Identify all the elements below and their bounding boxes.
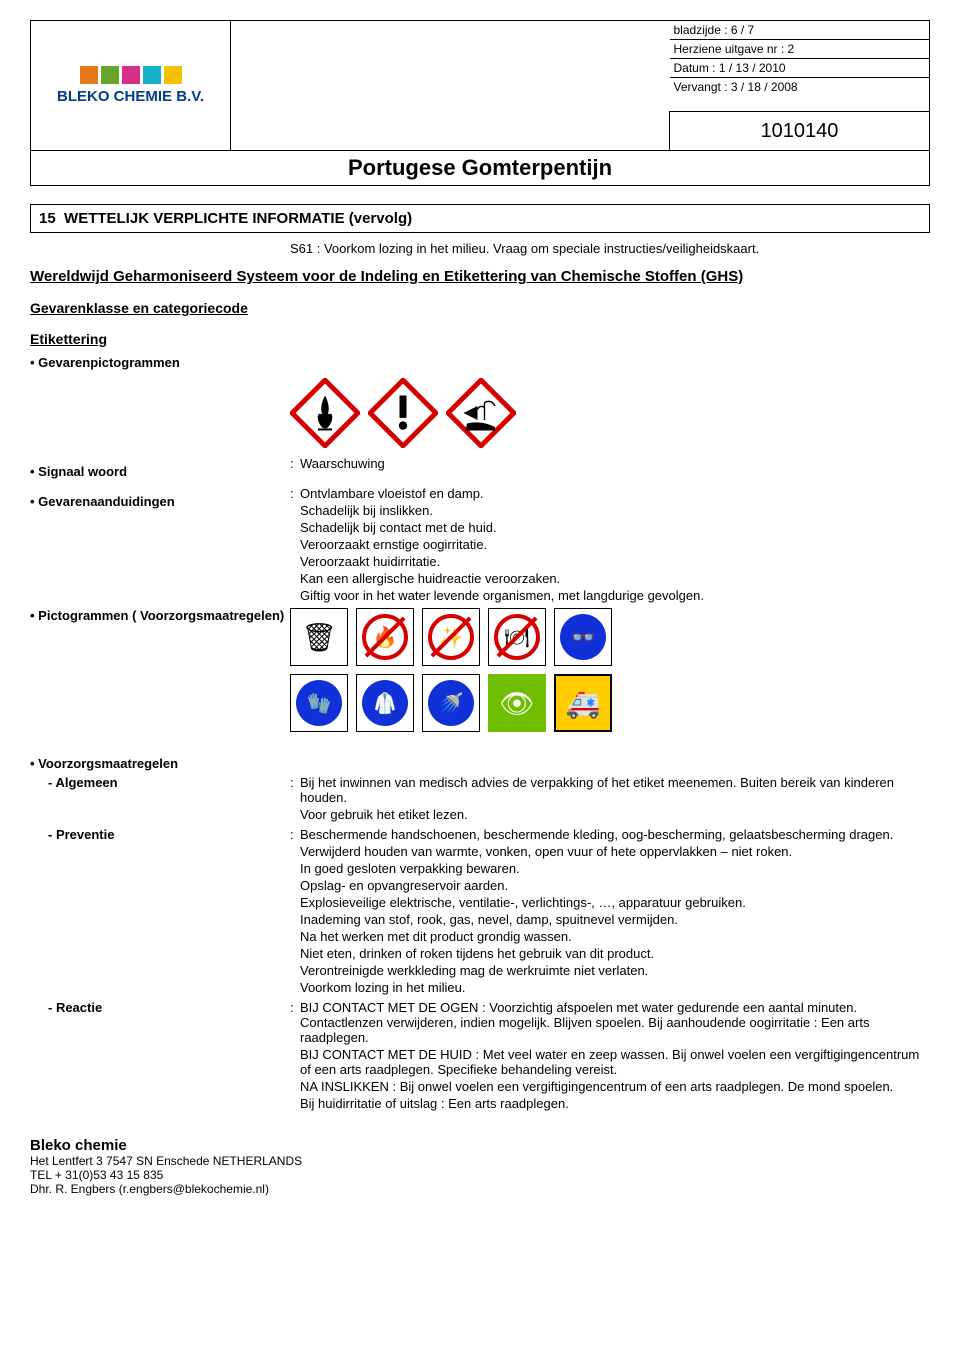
replaces-date: Vervangt : 3 / 18 / 2008 — [670, 78, 930, 96]
revision-number: Herziene uitgave nr : 2 — [670, 40, 930, 59]
algemeen-label: - Algemeen — [30, 775, 290, 824]
logo-color-row — [39, 66, 222, 84]
ghs-environment-icon — [446, 378, 516, 448]
footer-company: Bleko chemie — [30, 1137, 930, 1154]
algemeen-value: Bij het inwinnen van medisch advies de v… — [300, 775, 930, 824]
meta-cell: bladzijde : 6 / 7 Herziene uitgave nr : … — [670, 21, 930, 112]
etikettering-label: Etikettering — [30, 331, 930, 347]
section-title: WETTELIJK VERPLICHTE INFORMATIE (vervolg… — [64, 210, 412, 227]
page-indicator: bladzijde : 6 / 7 — [670, 21, 930, 40]
precaution-eat-icon: 🍽 — [488, 608, 546, 666]
ghs-flame-icon — [290, 378, 360, 448]
precaution-trash-icon: 🗑 — [290, 608, 348, 666]
section-number: 15 — [39, 210, 56, 227]
ghs-heading: Wereldwijd Geharmoniseerd Systeem voor d… — [30, 268, 930, 285]
ghs-exclamation-icon — [368, 378, 438, 448]
precaution-emergency-icon: 🚑 — [554, 674, 612, 732]
precaution-gloves-icon: 🧤 — [290, 674, 348, 732]
footer-address: Het Lentfert 3 7547 SN Enschede NETHERLA… — [30, 1154, 930, 1168]
footer-tel: TEL + 31(0)53 43 15 835 — [30, 1168, 930, 1182]
precaution-wash-icon: 🚿 — [422, 674, 480, 732]
precaution-spark-icon: ✨ — [422, 608, 480, 666]
reactie-value: BIJ CONTACT MET DE OGEN : Voorzichtig af… — [300, 1000, 930, 1113]
preventie-value: Beschermende handschoenen, beschermende … — [300, 827, 930, 997]
document-title: Portugese Gomterpentijn — [348, 155, 612, 180]
gevarenpictogrammen-label: • Gevarenpictogrammen — [30, 355, 930, 370]
precaution-coat-icon: 🥼 — [356, 674, 414, 732]
revision-date: Datum : 1 / 13 / 2010 — [670, 59, 930, 78]
ghs-pictogram-row — [290, 378, 930, 448]
header-spacer — [231, 21, 670, 151]
logo-text: BLEKO CHEMIE B.V. — [39, 88, 222, 105]
footer-contact: Dhr. R. Engbers (r.engbers@blekochemie.n… — [30, 1182, 930, 1196]
hazard-statements-label: • Gevarenaanduidingen — [30, 494, 290, 601]
gevarenklasse-label: Gevarenklasse en categoriecode — [30, 300, 930, 316]
hazard-statements-value: Ontvlambare vloeistof en damp.Schadelijk… — [300, 486, 930, 605]
section-header: 15 WETTELIJK VERPLICHTE INFORMATIE (verv… — [30, 204, 930, 233]
precaution-eyewash-icon: 👁 — [488, 674, 546, 732]
precaution-icon-row-1: 🗑🔥✨🍽👓 — [290, 608, 930, 666]
s61-text: S61 : Voorkom lozing in het milieu. Vraa… — [290, 241, 930, 256]
precaution-icon-row-2: 🧤🥼🚿👁🚑 — [290, 674, 930, 732]
document-footer: Bleko chemie Het Lentfert 3 7547 SN Ensc… — [30, 1137, 930, 1196]
logo-cell: BLEKO CHEMIE B.V. — [31, 21, 231, 151]
precaution-pictograms-label: • Pictogrammen ( Voorzorgsmaatregelen) — [30, 608, 290, 623]
precaution-goggles-icon: 👓 — [554, 608, 612, 666]
precautions-label: • Voorzorgsmaatregelen — [30, 756, 930, 771]
document-header: BLEKO CHEMIE B.V. bladzijde : 6 / 7 Herz… — [30, 20, 930, 186]
signal-word-label: • Signaal woord — [30, 464, 290, 479]
preventie-label: - Preventie — [30, 827, 290, 997]
product-code: 1010140 — [670, 112, 930, 151]
signal-word-value: Waarschuwing — [300, 456, 930, 483]
reactie-label: - Reactie — [30, 1000, 290, 1113]
precaution-flame-icon: 🔥 — [356, 608, 414, 666]
